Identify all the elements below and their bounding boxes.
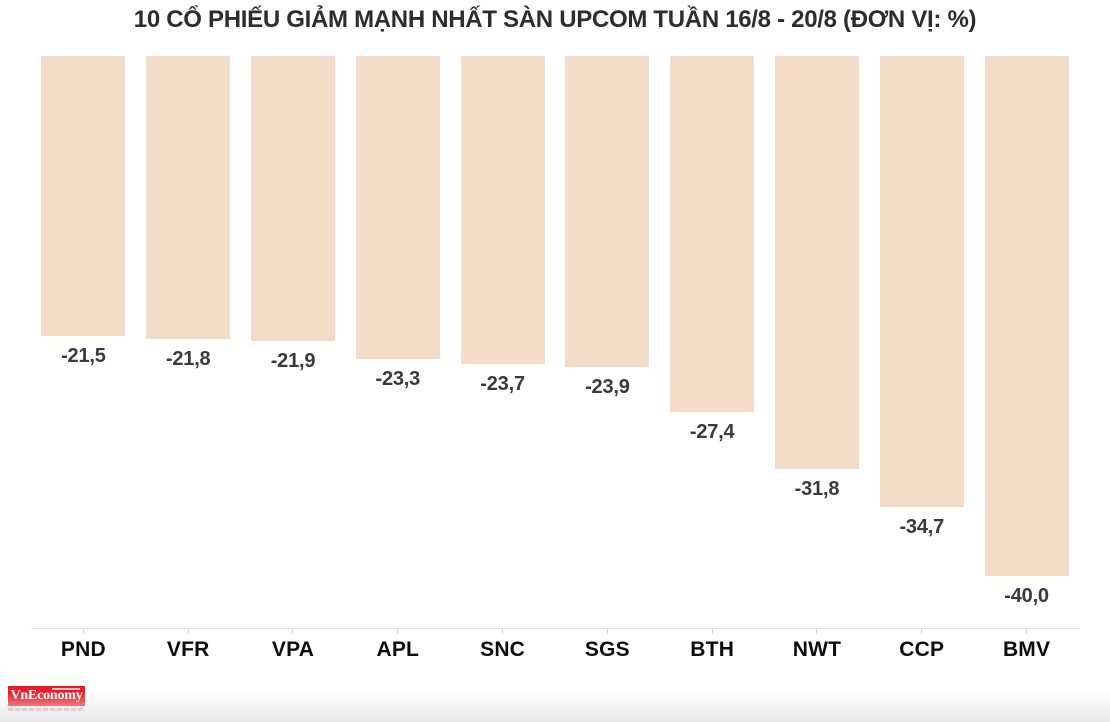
axis-tick — [292, 629, 294, 634]
category-cell: VPA — [241, 629, 346, 662]
category-cell: BMV — [974, 629, 1079, 662]
category-cell: PND — [31, 629, 136, 662]
axis-tick — [82, 629, 84, 634]
x-axis-labels: PND VFR VPA APL SNC SGS BTH NWT CCP BMV — [31, 629, 1079, 662]
category-cell: APL — [345, 629, 450, 662]
bar-value-label: -34,7 — [899, 516, 945, 539]
bar — [460, 56, 545, 365]
bar — [146, 56, 231, 340]
axis-tick — [1026, 629, 1028, 634]
bar-value-label: -21,8 — [165, 348, 211, 371]
axis-tick — [502, 629, 504, 634]
bar-value-label: -23,9 — [585, 375, 630, 398]
category-cell: SGS — [555, 629, 660, 662]
bar-value-label: -21,9 — [270, 349, 316, 372]
bar-column: -31,8 — [765, 56, 870, 608]
category-label: SGS — [584, 638, 630, 661]
bar-value-label: -40,0 — [1004, 585, 1049, 607]
category-cell: CCP — [869, 629, 974, 662]
bar — [774, 56, 859, 470]
vneconomy-logo-box: VnEconomy — [8, 686, 85, 706]
bar — [565, 56, 650, 367]
category-label: BMV — [1002, 638, 1051, 661]
bar-column: -23,9 — [555, 56, 660, 608]
bar — [250, 56, 335, 341]
bar-value-label: -23,7 — [480, 373, 525, 396]
category-label: SNC — [480, 638, 526, 661]
category-cell: VFR — [136, 629, 241, 662]
x-axis-line — [31, 628, 1079, 629]
category-label: PND — [60, 638, 106, 661]
bar-column: -23,3 — [345, 56, 450, 608]
bar-value-label: -31,8 — [794, 478, 840, 501]
category-label: BTH — [690, 638, 735, 661]
bar-column: -21,9 — [241, 56, 346, 608]
bar-column: -40,0 — [974, 56, 1079, 608]
category-cell: BTH — [660, 629, 765, 662]
category-cell: SNC — [450, 629, 555, 662]
bar — [41, 56, 126, 336]
category-label: VPA — [271, 638, 315, 661]
bar — [355, 56, 440, 359]
bar-value-label: -27,4 — [689, 421, 735, 444]
bar-column: -21,5 — [31, 56, 136, 608]
logo-tagline — [8, 708, 85, 711]
axis-tick — [397, 629, 399, 634]
category-label: CCP — [899, 638, 945, 661]
axis-tick — [711, 629, 713, 634]
vneconomy-logo: VnEconomy — [8, 686, 85, 711]
bar-column: -21,8 — [136, 56, 241, 608]
category-cell: NWT — [765, 629, 870, 662]
logo-wordmark: VnEconomy — [10, 688, 83, 703]
logo-microtext — [52, 688, 80, 690]
bar — [879, 56, 964, 508]
bar-value-label: -23,3 — [375, 367, 421, 390]
category-label: VFR — [166, 638, 210, 661]
bar-column: -34,7 — [869, 56, 974, 608]
bar-column: -23,7 — [450, 56, 555, 608]
bar-value-label: -21,5 — [61, 344, 106, 367]
footer-strip — [0, 692, 1110, 722]
bar — [670, 56, 755, 413]
bar — [984, 56, 1069, 576]
axis-tick — [187, 629, 189, 634]
category-label: APL — [376, 638, 420, 661]
category-label: NWT — [792, 638, 842, 661]
plot-area: -21,5 -21,8 -21,9 -23,3 -23,7 -23,9 -27,4 -31,8… — [31, 56, 1079, 608]
bar-column: -27,4 — [660, 56, 765, 608]
axis-tick — [816, 629, 818, 634]
chart-title: 10 CỔ PHIẾU GIẢM MẠNH NHẤT SÀN UPCOM TUẦ… — [133, 6, 977, 33]
axis-tick — [921, 629, 923, 634]
axis-tick — [606, 629, 608, 634]
